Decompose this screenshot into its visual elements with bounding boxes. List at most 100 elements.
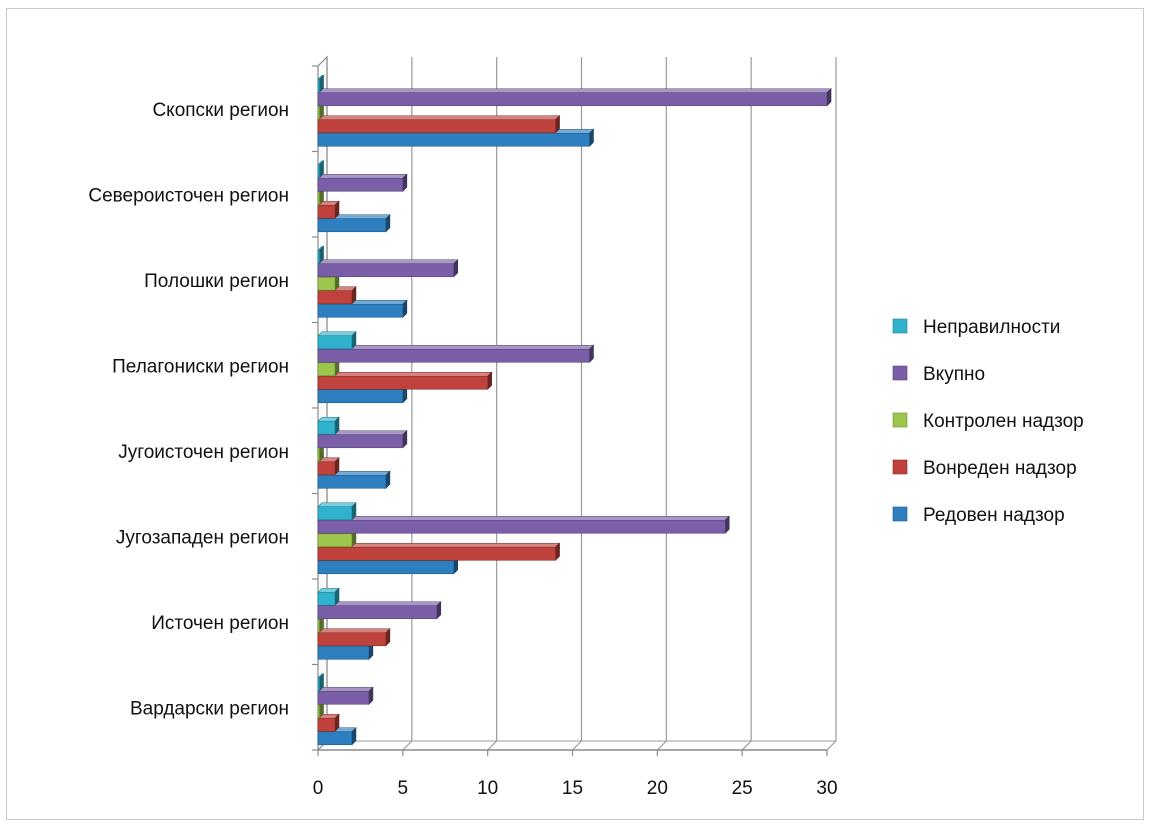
- bar-front-face: [317, 249, 320, 264]
- bar-front-face: [317, 434, 404, 449]
- floor-gridline: [656, 740, 667, 751]
- bar-front-face: [317, 389, 404, 404]
- bar-front-face: [317, 218, 387, 233]
- x-tick-label: 30: [816, 778, 837, 799]
- bar-front-face: [317, 335, 353, 350]
- category-label: Источен регион: [151, 613, 289, 634]
- bar: [317, 673, 325, 692]
- bar-front-face: [317, 461, 336, 476]
- bar-front-face: [317, 92, 828, 107]
- bar: [317, 470, 391, 489]
- bar-front-face: [317, 605, 438, 620]
- bar: [317, 245, 325, 264]
- bar-front-face: [317, 645, 370, 660]
- axes: [312, 55, 836, 756]
- bar: [317, 416, 340, 435]
- category-label: Вардарски регион: [130, 698, 289, 719]
- bar: [317, 259, 459, 278]
- bar-front-face: [317, 632, 387, 647]
- bar-top-face: [317, 88, 832, 94]
- bar-front-face: [317, 690, 370, 705]
- bars: [317, 74, 832, 746]
- bar-top-face: [317, 331, 357, 337]
- bar-top-face: [317, 515, 730, 521]
- bar-top-face: [317, 686, 374, 692]
- legend-item: Редовен надзор: [892, 505, 1065, 526]
- legend: Неправилности Вкупно Контролен надзор Вонре…: [892, 317, 1084, 526]
- bar-front-face: [317, 519, 726, 534]
- bar-top-face: [317, 259, 459, 265]
- bar: [317, 74, 325, 93]
- category-label: Полошки регион: [144, 271, 289, 292]
- x-tick-label: 20: [647, 778, 668, 799]
- bar-front-face: [317, 362, 336, 377]
- legend-item: Контролен надзор: [892, 411, 1084, 432]
- bar: [317, 457, 340, 476]
- bar-front-face: [317, 677, 320, 692]
- legend-swatch: [892, 365, 908, 381]
- bar-front-face: [317, 420, 336, 435]
- bar-top-face: [317, 371, 493, 377]
- bar-front-face: [317, 348, 590, 363]
- bar: [317, 160, 325, 179]
- x-tick-labels: 0 5 10 15 20 25 30: [313, 778, 838, 799]
- legend-label: Редовен надзор: [923, 505, 1065, 526]
- legend-swatch: [892, 318, 908, 334]
- bar-front-face: [317, 717, 336, 732]
- bar-front-face: [317, 618, 320, 633]
- chart-frame: [6, 8, 1144, 820]
- legend-item: Вонреден надзор: [892, 458, 1077, 479]
- legend-label: Контролен надзор: [923, 411, 1084, 432]
- bar: [317, 515, 730, 534]
- bar-top-face: [317, 628, 391, 634]
- bar: [317, 542, 561, 561]
- bar: [317, 502, 357, 521]
- bar: [317, 601, 442, 620]
- legend-item: Неправилности: [892, 317, 1060, 338]
- x-tick-label: 15: [562, 778, 583, 799]
- bar: [317, 173, 408, 192]
- bar-front-face: [317, 177, 404, 192]
- bar-front-face: [317, 506, 353, 521]
- bar-front-face: [317, 290, 353, 305]
- bar: [317, 713, 340, 732]
- legend-item: Вкупно: [892, 364, 985, 385]
- bar: [317, 686, 374, 705]
- bar: [317, 115, 561, 134]
- category-labels: Скопски регион Североисточен регион Полошк…: [88, 100, 289, 720]
- legend-swatch: [892, 459, 908, 475]
- x-tick-label: 25: [732, 778, 753, 799]
- legend-label: Вкупно: [923, 364, 985, 385]
- bar-front-face: [317, 204, 336, 219]
- bar: [317, 344, 595, 363]
- bar-front-face: [317, 191, 320, 206]
- bar-top-face: [317, 173, 408, 179]
- x-tick-label: 5: [398, 778, 409, 799]
- bar: [317, 628, 391, 647]
- floor-gridline: [487, 740, 498, 751]
- bar-front-face: [317, 474, 387, 489]
- bar-front-face: [317, 560, 455, 575]
- bar-front-face: [317, 164, 320, 179]
- legend-swatch: [892, 506, 908, 522]
- x-tick-label: 0: [313, 778, 324, 799]
- bar-top-face: [317, 344, 595, 350]
- bar-front-face: [317, 105, 320, 120]
- bar-front-face: [317, 375, 488, 390]
- bar-front-face: [317, 591, 336, 606]
- bar-front-face: [317, 731, 353, 746]
- gridlines: [317, 57, 837, 751]
- floor-gridline: [741, 740, 752, 751]
- bar-front-face: [317, 132, 590, 147]
- bar: [317, 587, 340, 606]
- bar: [317, 430, 408, 449]
- bar-front-face: [317, 533, 353, 548]
- bar-top-face: [317, 115, 561, 121]
- floor-gridline: [826, 740, 837, 751]
- bar: [317, 371, 493, 390]
- bar-front-face: [317, 704, 320, 719]
- bar-front-face: [317, 546, 556, 561]
- floor-gridline: [402, 740, 413, 751]
- bar-front-face: [317, 276, 336, 291]
